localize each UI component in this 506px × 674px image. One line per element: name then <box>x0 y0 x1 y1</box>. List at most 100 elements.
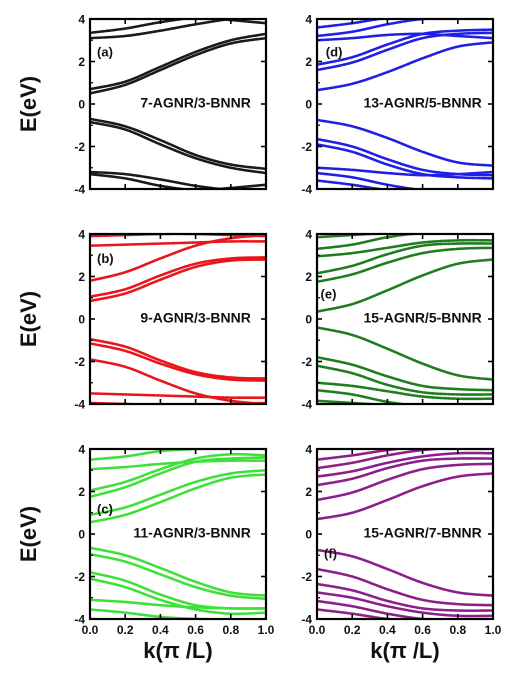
x-axis-title: k(π /L) <box>370 638 439 663</box>
x-tick-label: 0.4 <box>379 623 396 637</box>
y-tick-label: -4 <box>301 613 312 627</box>
band-4 <box>317 32 493 42</box>
x-tick-label: 1.0 <box>258 623 275 637</box>
band-6 <box>317 19 391 29</box>
x-tick-label: 0.0 <box>82 623 99 637</box>
band-7 <box>90 170 234 189</box>
y-tick-label: -2 <box>74 355 85 369</box>
band-9 <box>317 582 493 612</box>
panel-structure-label: 7-AGNR/3-BNNR <box>140 94 250 110</box>
band-4 <box>90 19 266 35</box>
panel-tag: (f) <box>324 546 337 561</box>
band-lines <box>317 234 493 404</box>
band-12 <box>317 179 391 189</box>
y-tick-label: 4 <box>78 13 85 27</box>
x-tick-label: 0.6 <box>187 623 204 637</box>
band-4 <box>90 240 266 247</box>
y-axis-title: E(eV) <box>16 76 41 132</box>
band-7 <box>317 548 493 597</box>
x-tick-label: 0.0 <box>309 623 326 637</box>
band-lines <box>317 19 493 189</box>
y-tick-label: -4 <box>74 613 85 627</box>
x-tick-label: 1.0 <box>485 623 502 637</box>
band-3 <box>317 457 493 487</box>
x-tick-label: 0.8 <box>222 623 239 637</box>
band-3 <box>317 28 493 66</box>
y-tick-label: -4 <box>301 183 312 197</box>
band-8 <box>90 552 266 601</box>
x-axis-title: k(π /L) <box>143 638 212 663</box>
band-3 <box>90 19 249 40</box>
band-3 <box>317 242 493 275</box>
y-tick-label: 2 <box>305 485 312 499</box>
y-tick-label: 2 <box>78 485 85 499</box>
band-7 <box>90 546 266 597</box>
y-tick-label: 0 <box>78 528 85 542</box>
y-tick-label: 2 <box>78 270 85 284</box>
y-tick-label: 0 <box>78 313 85 327</box>
band-5 <box>90 459 266 471</box>
y-tick-label: 4 <box>305 228 312 242</box>
panel-e: -4 -2 0 2 4 (e) 15-AGNR/5-BNNR <box>301 228 495 412</box>
band-1 <box>90 258 266 303</box>
band-6 <box>90 120 266 175</box>
band-11 <box>317 388 413 404</box>
band-2 <box>317 31 493 72</box>
y-tick-label: 4 <box>78 228 85 242</box>
band-1 <box>317 472 493 521</box>
band-1 <box>90 473 266 524</box>
y-tick-label: 0 <box>305 98 312 112</box>
band-1 <box>90 36 266 95</box>
panel-b: -4 -2 0 2 4 (b) 9-AGNR/3-BNNR E(eV) <box>16 228 268 412</box>
band-9 <box>317 364 493 396</box>
band-11 <box>90 598 266 610</box>
band-8 <box>90 358 266 404</box>
band-2 <box>317 462 493 502</box>
band-8 <box>317 567 493 607</box>
y-axis-title: E(eV) <box>16 506 41 562</box>
y-tick-label: -4 <box>74 183 85 197</box>
band-6 <box>90 337 266 380</box>
y-tick-label: 2 <box>305 55 312 69</box>
band-10 <box>317 166 493 177</box>
y-tick-label: -2 <box>301 140 312 154</box>
y-tick-label: -2 <box>74 570 85 584</box>
band-7 <box>317 326 493 381</box>
band-11 <box>317 599 439 619</box>
y-tick-label: 4 <box>78 443 85 457</box>
panel-tag: (d) <box>326 44 343 59</box>
y-tick-label: -4 <box>74 398 85 412</box>
band-5 <box>317 449 493 470</box>
band-5 <box>317 19 493 38</box>
band-10 <box>317 591 493 618</box>
band-5 <box>90 117 266 171</box>
y-tick-label: -2 <box>301 570 312 584</box>
band-2 <box>317 246 493 284</box>
band-lines <box>317 449 493 619</box>
x-tick-label: 0.4 <box>152 623 169 637</box>
panel-structure-label: 11-AGNR/3-BNNR <box>133 524 250 540</box>
band-2 <box>90 256 266 298</box>
band-2 <box>90 468 266 517</box>
panel-structure-label: 13-AGNR/5-BNNR <box>363 94 481 110</box>
band-6 <box>317 234 394 239</box>
band-11 <box>317 171 426 189</box>
panel-f: -4 -2 0 2 4 0.0 0.2 0.4 0.6 0.8 1.0 (f) 15-AGNR/7-BN… <box>301 443 501 638</box>
band-3 <box>90 456 266 499</box>
panel-c: -4 -2 0 2 4 0.0 0.2 0.4 0.6 0.8 1.0 (c) 11-AGNR/3-BN… <box>16 443 275 638</box>
y-axis-title: E(eV) <box>16 291 41 347</box>
x-tick-label: 0.8 <box>449 623 466 637</box>
y-tick-label: 2 <box>305 270 312 284</box>
y-tick-label: 2 <box>78 55 85 69</box>
x-tick-label: 0.2 <box>117 623 134 637</box>
band-2 <box>90 32 266 91</box>
panel-tag: (a) <box>97 44 113 59</box>
panel-structure-label: 15-AGNR/5-BNNR <box>363 309 481 325</box>
panel-structure-label: 15-AGNR/7-BNNR <box>363 524 481 540</box>
y-tick-label: 0 <box>78 98 85 112</box>
band-9 <box>90 392 266 400</box>
x-tick-label: 0.6 <box>414 623 431 637</box>
y-tick-label: 4 <box>305 13 312 27</box>
band-7 <box>317 118 493 167</box>
y-tick-label: 4 <box>305 443 312 457</box>
